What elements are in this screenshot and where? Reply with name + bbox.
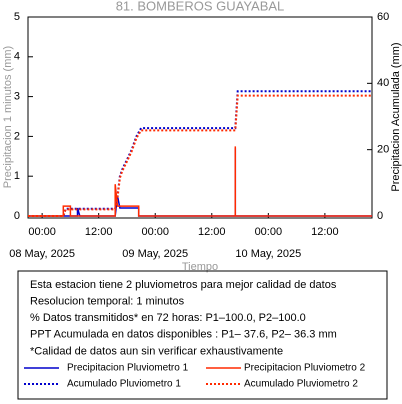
y2-axis-title: Precipitacion Acumulada (mm): [390, 42, 402, 191]
x-tick-label: 00:00: [255, 226, 283, 238]
y2-tick-label: 0: [377, 210, 383, 222]
note: Resolucion temporal: 1 minutos: [30, 296, 185, 308]
note: *Calidad de datos aun sin verificar exha…: [30, 345, 283, 357]
x-tick-label: 12:00: [311, 226, 339, 238]
y2-tick-label: 20: [377, 144, 389, 156]
chart-title: 81. BOMBEROS GUAYABAL: [116, 0, 285, 13]
series-line: [28, 94, 372, 217]
series-line: [28, 90, 372, 217]
x-tick-label: 12:00: [198, 226, 226, 238]
y-tick-label: 2: [14, 130, 20, 142]
plot-frame: [27, 16, 373, 219]
y-tick-label: 5: [14, 11, 20, 23]
y-tick-label: 1: [14, 170, 20, 182]
x-axis-title: Tiempo: [182, 261, 218, 273]
legend-label: Precipitacion Pluviometro 2: [244, 363, 366, 374]
x-tick-label: 12:00: [85, 226, 113, 238]
series-line: [28, 148, 372, 217]
y-tick-label: 3: [14, 91, 20, 103]
date-label: 09 May, 2025: [122, 248, 188, 260]
date-label: 10 May, 2025: [235, 248, 301, 260]
y-tick-label: 4: [14, 51, 20, 63]
legend-box: [17, 270, 388, 400]
y2-tick-label: 40: [377, 77, 389, 89]
y-axis-title: Precipitacion 1 minutos (mm): [2, 46, 14, 188]
legend-label: Acumulado Pluviometro 2: [244, 379, 358, 390]
legend-label: Precipitacion Pluviometro 1: [67, 363, 189, 374]
date-label: 08 May, 2025: [9, 248, 75, 260]
note: Esta estacion tiene 2 pluviometros para …: [30, 279, 337, 291]
note: % Datos transmitidos* en 72 horas: P1–10…: [30, 312, 306, 324]
y-tick-label: 0: [14, 210, 20, 222]
y2-tick-label: 60: [377, 11, 389, 23]
legend-label: Acumulado Pluviometro 1: [67, 379, 181, 390]
x-tick-label: 00:00: [141, 226, 169, 238]
note: PPT Acumulada en datos disponibles : P1–…: [30, 329, 337, 341]
x-tick-label: 00:00: [28, 226, 56, 238]
series-line: [28, 146, 372, 217]
